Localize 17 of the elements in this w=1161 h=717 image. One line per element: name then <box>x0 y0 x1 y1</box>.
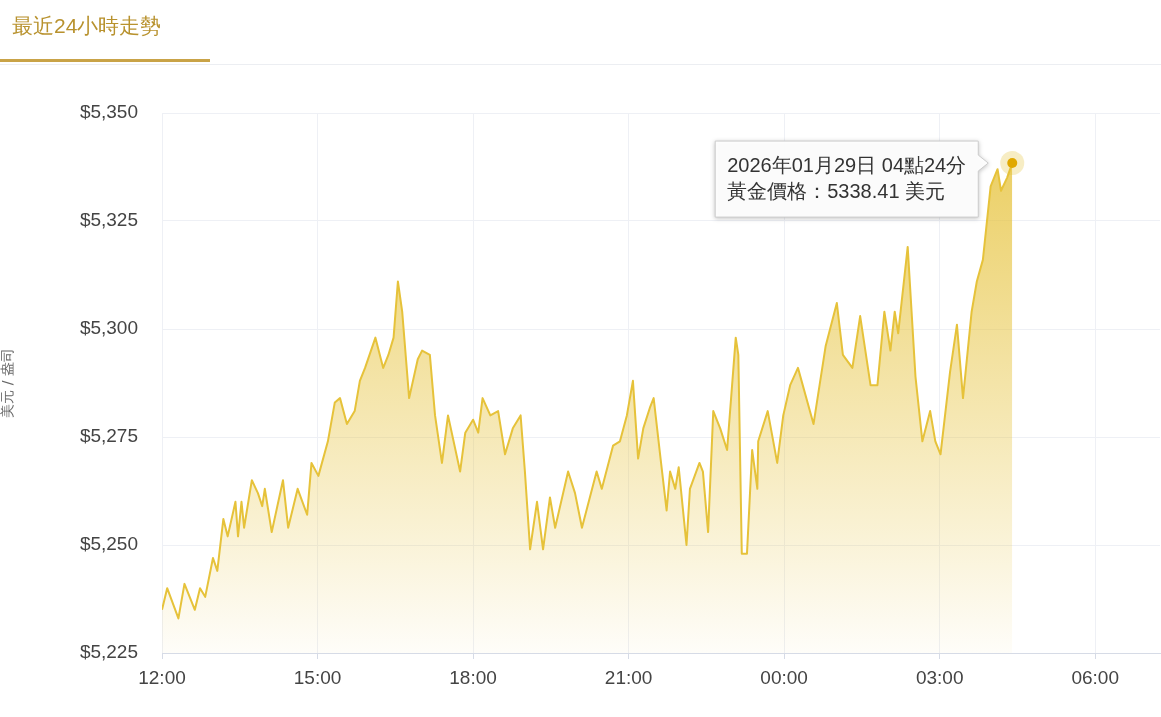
x-tick-label: 12:00 <box>138 666 186 688</box>
y-tick-label: $5,300 <box>79 317 138 339</box>
x-tick-label: 15:00 <box>293 666 342 688</box>
y-tick-label: $5,350 <box>79 101 138 123</box>
chart-title: 最近24小時走勢 <box>12 13 162 39</box>
y-axis-title: 美元 / 盎司 <box>0 348 16 418</box>
x-tick-label: 21:00 <box>604 666 653 688</box>
x-tick-label: 06:00 <box>1071 666 1119 688</box>
x-tick-label: 18:00 <box>449 666 497 688</box>
x-tick-label: 00:00 <box>760 666 808 688</box>
y-tick-label: $5,250 <box>79 533 138 555</box>
annotation: 2026年01月29日 04點24分 <box>727 153 967 176</box>
x-tick-label: 03:00 <box>915 666 964 688</box>
y-tick-label: $5,225 <box>79 641 138 663</box>
annotation: 黃金價格：5338.41 美元 <box>727 179 946 202</box>
y-tick-label: $5,275 <box>79 425 138 447</box>
y-tick-label: $5,325 <box>79 209 138 231</box>
